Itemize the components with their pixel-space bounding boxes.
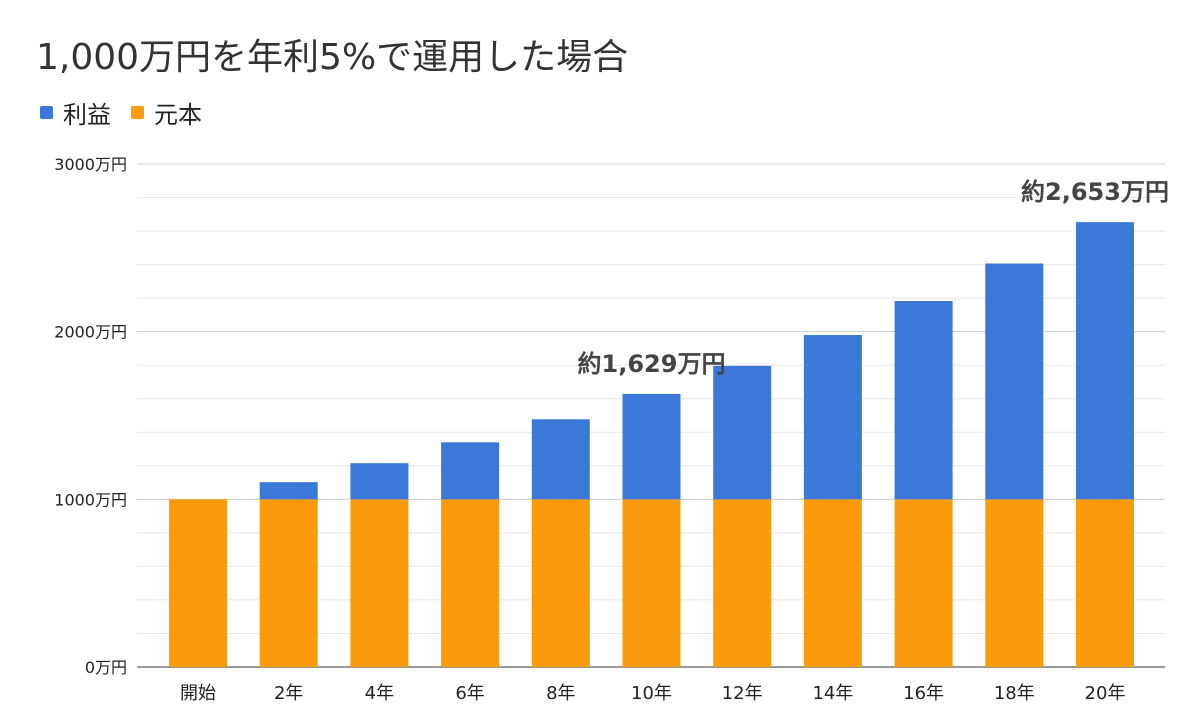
legend-label-principal: 元本 xyxy=(154,101,202,129)
bar-profit xyxy=(1076,222,1134,500)
chart-title: 1,000万円を年利5%で運用した場合 xyxy=(36,37,629,78)
legend-item-profit: 利益 xyxy=(40,95,111,130)
bar-principal xyxy=(259,499,318,667)
bar-profit xyxy=(803,335,862,500)
bar-principal xyxy=(985,499,1044,667)
y-tick-label: 3000万円 xyxy=(54,155,127,174)
legend-swatch-principal xyxy=(131,106,144,119)
x-tick-label: 10年 xyxy=(631,683,672,704)
legend-label-profit: 利益 xyxy=(63,101,111,129)
legend-swatch-profit xyxy=(40,106,53,119)
bar-principal xyxy=(531,499,590,667)
x-tick-label: 開始 xyxy=(180,683,216,704)
bar-principal xyxy=(1076,499,1134,667)
bar-profit xyxy=(350,463,409,500)
y-tick-label: 1000万円 xyxy=(54,490,127,509)
bar-profit xyxy=(713,365,772,500)
x-tick-label: 12年 xyxy=(722,683,763,704)
x-tick-label: 16年 xyxy=(903,683,944,704)
x-tick-label: 8年 xyxy=(546,683,575,704)
x-tick-label: 6年 xyxy=(455,683,484,704)
x-tick-label: 20年 xyxy=(1085,683,1126,704)
bar-principal xyxy=(441,499,500,667)
bar-profit xyxy=(531,419,590,500)
bar-profit xyxy=(259,482,318,500)
x-tick-label: 14年 xyxy=(812,683,853,704)
x-tick-label: 18年 xyxy=(994,683,1035,704)
data-annotation: 約1,629万円 xyxy=(578,350,726,378)
y-tick-label: 2000万円 xyxy=(54,323,127,342)
bar-principal xyxy=(803,499,862,667)
bar-principal xyxy=(894,499,953,667)
y-tick-label: 0万円 xyxy=(85,658,127,677)
bar-principal xyxy=(350,499,409,667)
bar-profit xyxy=(894,301,953,500)
bar-profit xyxy=(622,393,681,500)
x-tick-label: 4年 xyxy=(365,683,394,704)
legend: 利益 元本 xyxy=(40,95,222,130)
x-tick-label: 2年 xyxy=(274,683,303,704)
bar-principal xyxy=(713,499,772,667)
legend-item-principal: 元本 xyxy=(131,95,202,130)
bar-principal xyxy=(622,499,681,667)
data-annotation: 約2,653万円 xyxy=(1021,178,1169,206)
bar-profit xyxy=(985,263,1044,500)
bar-profit xyxy=(441,442,500,500)
bar-principal xyxy=(169,499,227,667)
